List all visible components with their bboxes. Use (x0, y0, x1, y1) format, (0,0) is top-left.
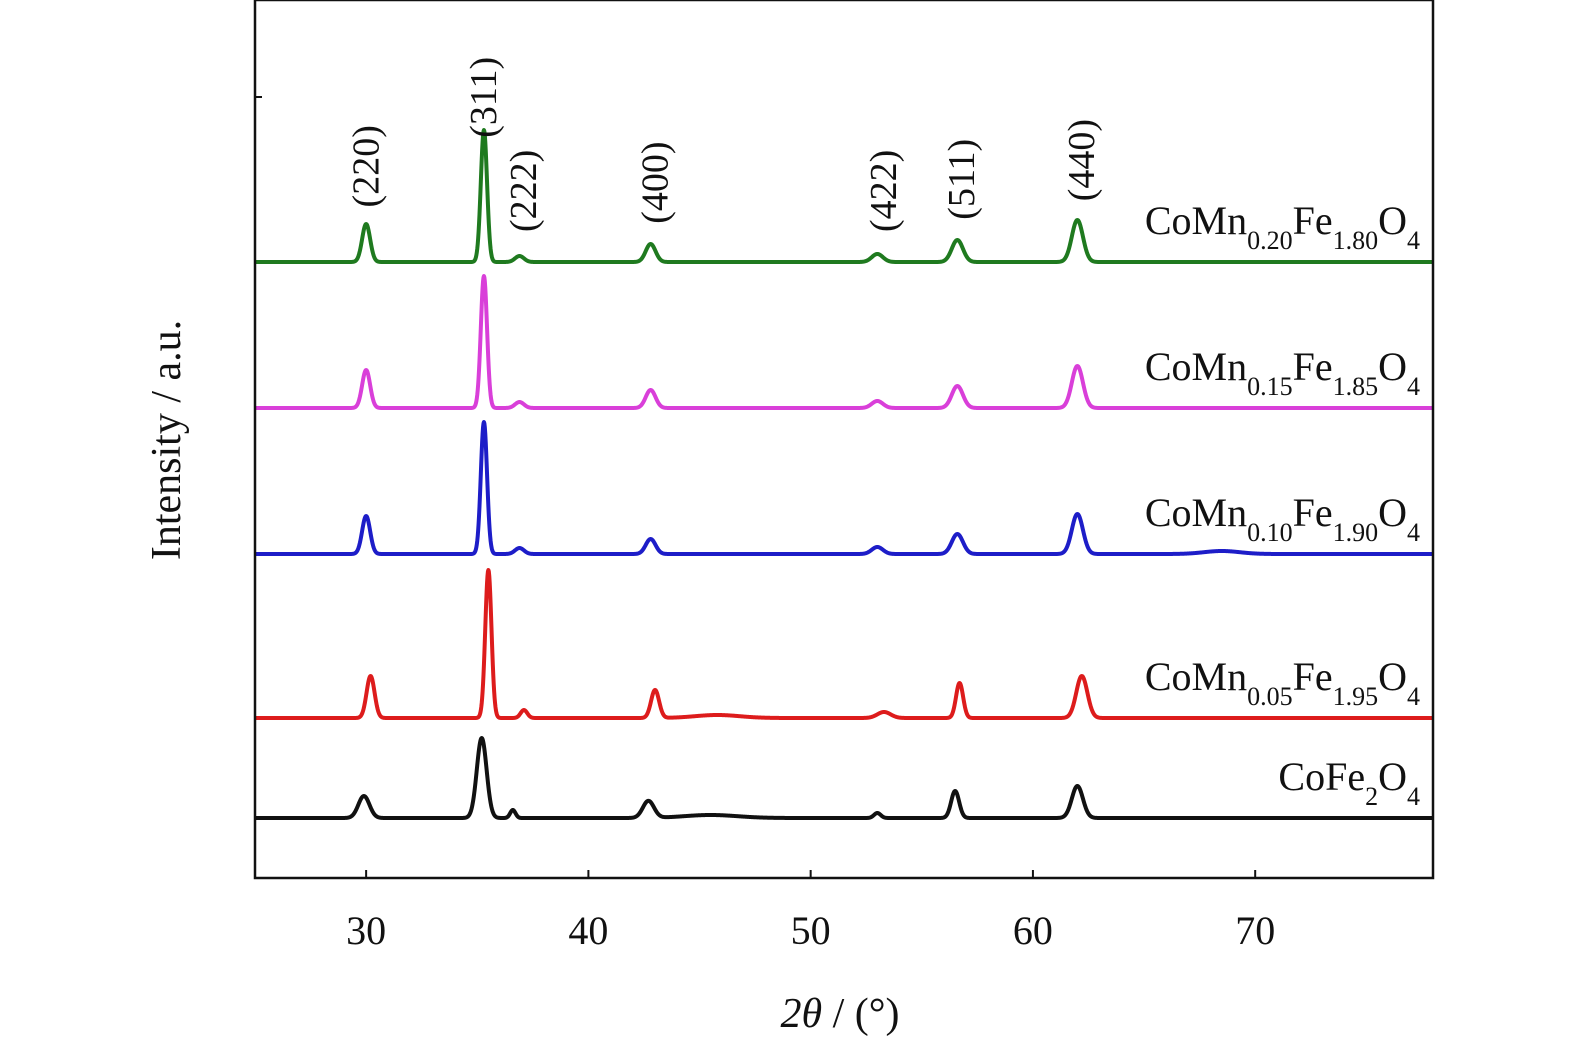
x-axis-ticks: 30 40 50 60 70 (346, 870, 1275, 953)
x-tick-label-60: 60 (1013, 908, 1053, 953)
peak-label-5: (511) (941, 139, 983, 220)
series-line-3 (253, 274, 1435, 410)
y-axis-title: Intensity / a.u. (144, 320, 190, 560)
x-tick-label-50: 50 (791, 908, 831, 953)
peak-label-1: (311) (463, 57, 505, 138)
series-label-3: CoMn0.15Fe1.85O4 (1145, 344, 1420, 401)
x-tick-label-40: 40 (568, 908, 608, 953)
series-line-2 (253, 420, 1435, 556)
peak-label-4: (422) (863, 150, 905, 232)
x-tick-label-70: 70 (1235, 908, 1275, 953)
series-label-2: CoMn0.10Fe1.90O4 (1145, 490, 1420, 547)
series-layer (253, 128, 1435, 820)
x-tick-label-30: 30 (346, 908, 386, 953)
series-label-0: CoFe2O4 (1278, 754, 1420, 811)
series-line-4 (253, 128, 1435, 264)
peak-label-2: (222) (503, 150, 545, 232)
series-line-0 (253, 736, 1435, 820)
peak-label-6: (440) (1061, 119, 1103, 201)
plot-frame (253, 0, 1435, 880)
peak-labels: (220) (311) (222) (400) (422) (511) (440) (345, 57, 1103, 232)
peak-label-0: (220) (345, 125, 387, 207)
peak-label-3: (400) (634, 141, 676, 223)
series-label-4: CoMn0.20Fe1.80O4 (1145, 198, 1420, 255)
series-line-1 (253, 568, 1435, 720)
x-axis-title: 2θ / (°) (780, 991, 899, 1037)
series-label-1: CoMn0.05Fe1.95O4 (1145, 654, 1420, 711)
series-labels: CoFe2O4 CoMn0.05Fe1.95O4 CoMn0.10Fe1.90O4 C… (1145, 198, 1420, 811)
